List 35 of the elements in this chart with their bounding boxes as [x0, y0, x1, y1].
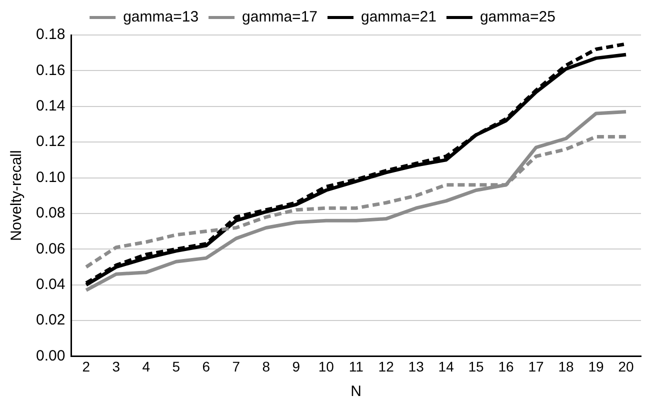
legend-label: gamma=13 — [123, 8, 199, 26]
x-tick-label: 7 — [232, 358, 240, 374]
y-tick-label: 0.18 — [36, 26, 66, 44]
x-tick-label: 2 — [82, 358, 90, 374]
y-tick-label: 0.14 — [36, 98, 66, 115]
x-tick-label: 8 — [262, 358, 270, 374]
y-tick-label: 0.04 — [36, 276, 66, 293]
x-tick-label: 11 — [348, 358, 364, 374]
y-tick-label: 0.10 — [36, 168, 66, 186]
y-tick-label: 0.06 — [36, 240, 66, 258]
x-tick-label: 6 — [202, 358, 210, 374]
x-axis-title: N — [350, 383, 362, 400]
x-tick-label: 3 — [112, 358, 120, 374]
legend-label: gamma=21 — [361, 8, 436, 26]
y-tick-label: 0.02 — [36, 312, 66, 329]
x-tick-label: 14 — [438, 358, 454, 374]
y-axis-title: Novelty-recall — [8, 150, 26, 242]
x-tick-label: 15 — [468, 358, 484, 374]
x-tick-label: 5 — [172, 358, 180, 374]
x-tick-label: 10 — [318, 358, 334, 374]
x-tick-label: 9 — [292, 358, 300, 374]
x-tick-label: 17 — [528, 358, 544, 374]
x-tick-label: 16 — [498, 358, 514, 374]
x-tick-label: 20 — [618, 358, 634, 374]
x-tick-label: 18 — [558, 358, 574, 374]
y-tick-label: 0.16 — [36, 62, 66, 79]
x-tick-label: 13 — [408, 358, 424, 374]
y-tick-label: 0.08 — [36, 204, 66, 222]
x-tick-label: 4 — [142, 358, 150, 374]
legend-label: gamma=25 — [480, 8, 556, 26]
y-tick-label: 0.00 — [36, 347, 66, 364]
x-tick-label: 12 — [378, 358, 394, 374]
x-tick-label: 19 — [588, 358, 604, 374]
legend-label: gamma=17 — [242, 8, 318, 26]
y-tick-label: 0.12 — [36, 133, 66, 150]
